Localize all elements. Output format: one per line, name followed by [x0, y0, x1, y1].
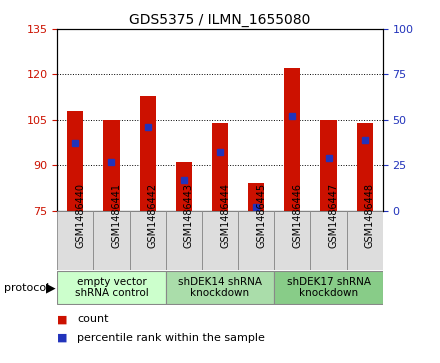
Text: GSM1486443: GSM1486443	[184, 183, 194, 248]
Text: GSM1486442: GSM1486442	[148, 183, 158, 248]
Text: GSM1486447: GSM1486447	[329, 183, 338, 248]
Text: GSM1486446: GSM1486446	[292, 183, 302, 248]
Bar	[274, 211, 311, 270]
Text: ▶: ▶	[46, 281, 56, 294]
Bar	[248, 183, 264, 211]
Bar	[176, 162, 192, 211]
Bar	[238, 211, 274, 270]
Text: shDEK17 shRNA
knockdown: shDEK17 shRNA knockdown	[286, 277, 370, 298]
Bar	[57, 271, 166, 304]
Bar	[202, 211, 238, 270]
Bar	[320, 120, 337, 211]
Text: GSM1486441: GSM1486441	[111, 183, 121, 248]
Bar	[57, 211, 93, 270]
Text: shDEK14 shRNA
knockdown: shDEK14 shRNA knockdown	[178, 277, 262, 298]
Bar	[67, 111, 84, 211]
Text: GSM1486445: GSM1486445	[256, 183, 266, 248]
Bar	[311, 211, 347, 270]
Bar	[166, 211, 202, 270]
Bar	[103, 120, 120, 211]
Bar	[284, 68, 301, 211]
Bar	[356, 123, 373, 211]
Bar	[347, 211, 383, 270]
Bar	[139, 95, 156, 211]
Bar	[93, 211, 129, 270]
Bar	[274, 271, 383, 304]
Text: ■: ■	[57, 333, 68, 343]
Bar	[212, 123, 228, 211]
Text: protocol: protocol	[4, 283, 50, 293]
Text: GSM1486440: GSM1486440	[75, 183, 85, 248]
Text: ■: ■	[57, 314, 68, 325]
Text: count: count	[77, 314, 109, 325]
Text: empty vector
shRNA control: empty vector shRNA control	[75, 277, 148, 298]
Bar	[129, 211, 166, 270]
Bar	[166, 271, 274, 304]
Text: GSM1486448: GSM1486448	[365, 183, 375, 248]
Title: GDS5375 / ILMN_1655080: GDS5375 / ILMN_1655080	[129, 13, 311, 26]
Text: GSM1486444: GSM1486444	[220, 183, 230, 248]
Text: percentile rank within the sample: percentile rank within the sample	[77, 333, 265, 343]
